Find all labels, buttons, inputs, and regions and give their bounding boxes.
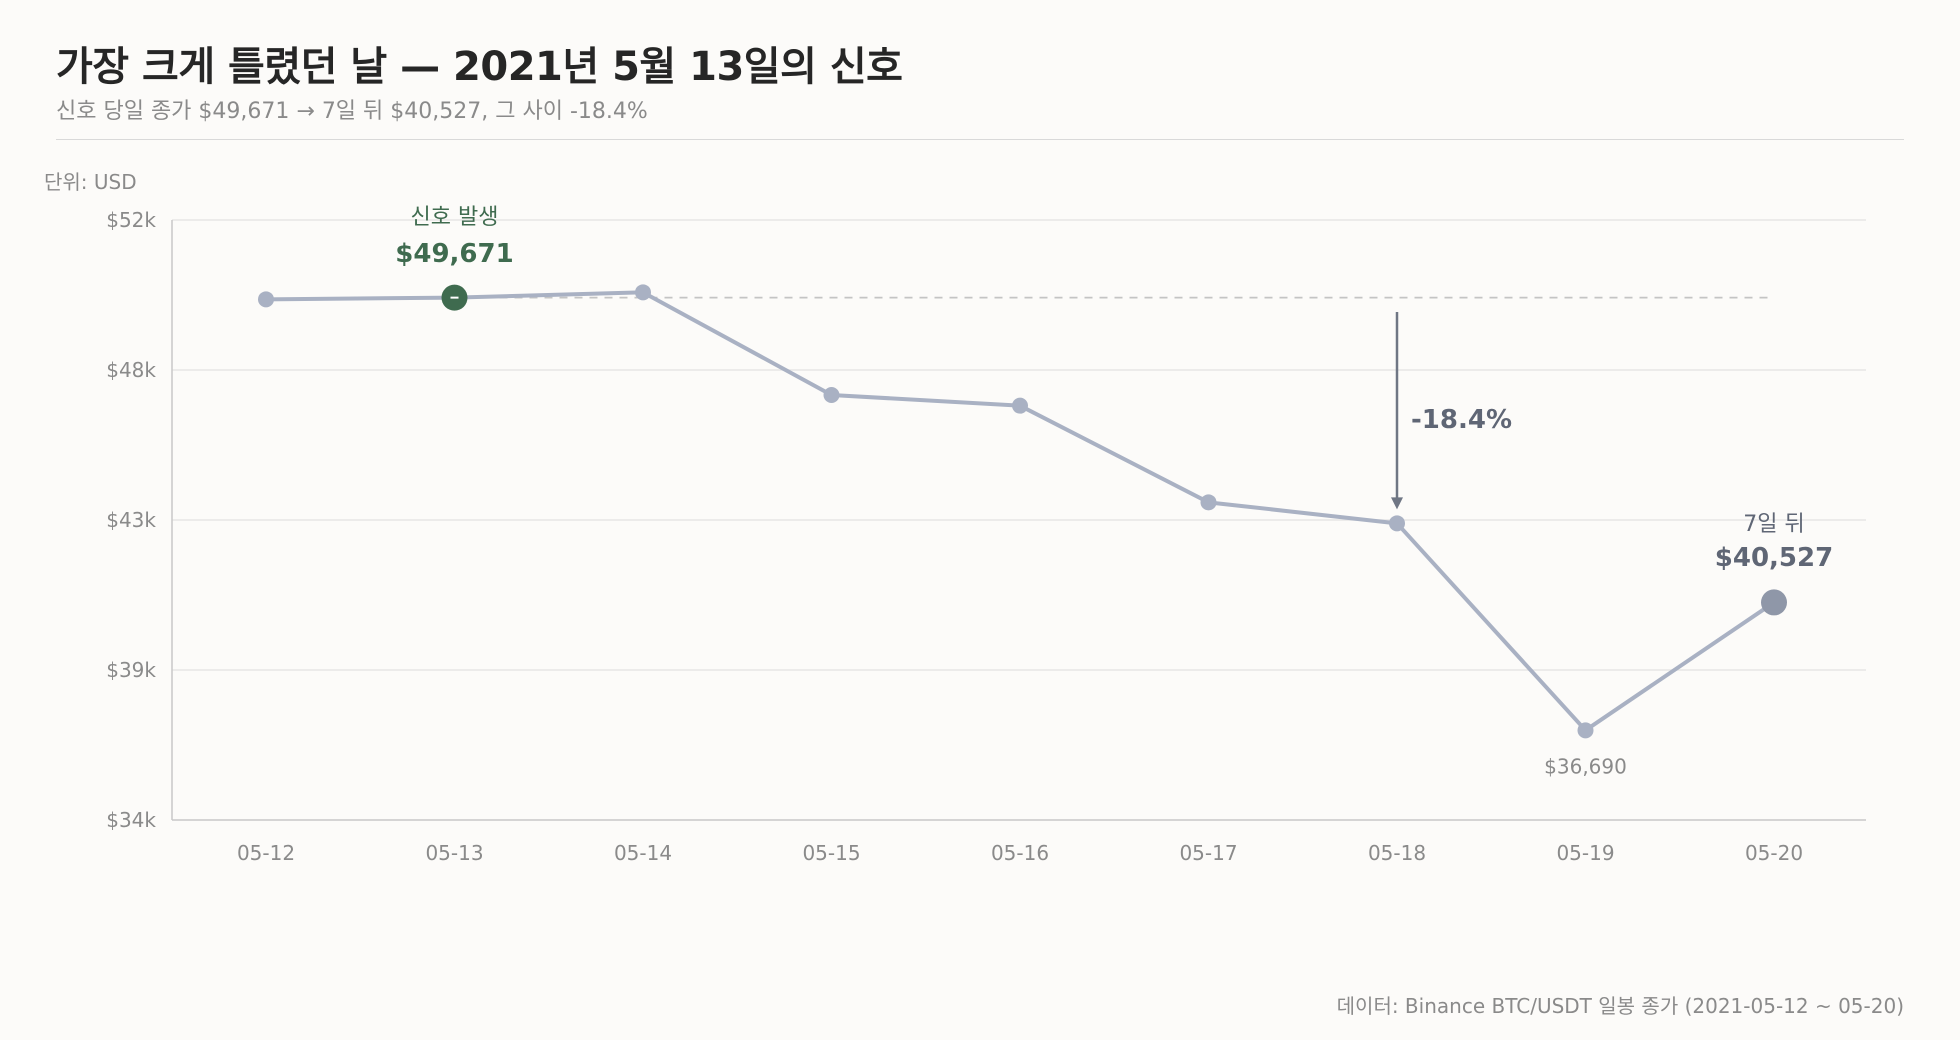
annotations: 신호 발생 $49,671 7일 뒤 $40,527 -18.4% $36,69… bbox=[395, 205, 1833, 778]
drop-arrow-head bbox=[1391, 497, 1403, 510]
x-axis-labels: 05-12 05-13 05-14 05-15 05-16 05-17 05-18 05-19… bbox=[237, 841, 1803, 865]
data-point bbox=[258, 291, 274, 308]
low-value-label: $36,690 bbox=[1544, 754, 1627, 778]
x-tick-label: 05-16 bbox=[991, 841, 1049, 865]
end-point bbox=[1761, 589, 1787, 616]
data-point bbox=[1577, 722, 1594, 739]
y-tick-label: $48k bbox=[106, 358, 156, 382]
x-tick-label: 05-12 bbox=[237, 841, 295, 865]
data-point bbox=[1012, 397, 1028, 414]
data-point bbox=[1389, 515, 1405, 532]
chart-subtitle: 신호 당일 종가 $49,671 → 7일 뒤 $40,527, 그 사이 -1… bbox=[56, 99, 648, 124]
data-point bbox=[1200, 494, 1217, 511]
data-point bbox=[823, 387, 840, 403]
data-source-note: 데이터: Binance BTC/USDT 일봉 종가 (2021-05-12 … bbox=[1336, 994, 1904, 1018]
x-tick-label: 05-13 bbox=[425, 841, 483, 865]
x-tick-label: 05-20 bbox=[1745, 841, 1803, 865]
drop-arrow bbox=[1391, 312, 1403, 510]
y-tick-label: $34k bbox=[106, 808, 156, 832]
y-tick-label: $52k bbox=[106, 208, 156, 232]
x-tick-label: 05-18 bbox=[1368, 841, 1426, 865]
header-divider bbox=[56, 139, 1904, 140]
signal-label: 신호 발생 bbox=[411, 205, 499, 230]
grid-lines bbox=[172, 219, 1866, 671]
y-tick-label: $39k bbox=[106, 658, 156, 682]
data-point bbox=[635, 284, 651, 301]
signal-value: $49,671 bbox=[395, 239, 513, 269]
unit-label: 단위: USD bbox=[44, 170, 137, 194]
drop-label: -18.4% bbox=[1411, 405, 1512, 435]
data-points bbox=[258, 284, 1787, 739]
chart-title: 가장 크게 틀렸던 날 — 2021년 5월 13일의 신호 bbox=[56, 44, 903, 90]
y-tick-label: $43k bbox=[106, 508, 156, 532]
x-tick-label: 05-14 bbox=[614, 841, 672, 865]
end-value: $40,527 bbox=[1715, 543, 1833, 573]
y-axis-labels: $34k $39k $43k $48k $52k bbox=[106, 208, 156, 832]
series-line bbox=[265, 290, 1776, 733]
x-tick-label: 05-19 bbox=[1556, 841, 1614, 865]
x-tick-label: 05-15 bbox=[802, 841, 860, 865]
x-tick-label: 05-17 bbox=[1179, 841, 1237, 865]
end-label: 7일 뒤 bbox=[1743, 512, 1804, 537]
